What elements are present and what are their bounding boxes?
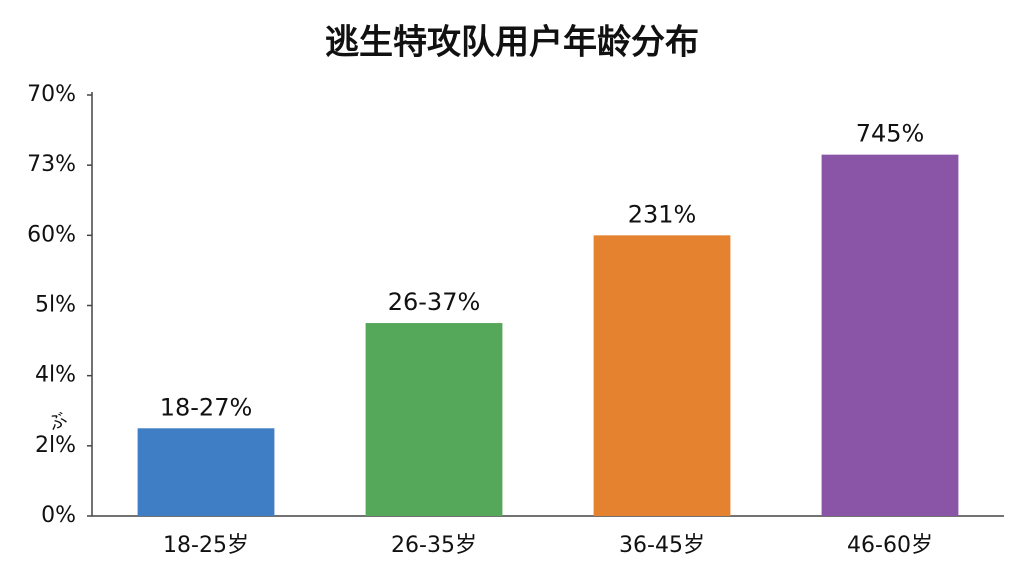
data-label: 18-27% [160,393,253,421]
x-tick-label: 18-25岁 [163,533,249,558]
bar [593,235,731,517]
bar [821,154,959,516]
y-tick-label: 60% [27,222,76,247]
data-label: 26-37% [388,288,481,316]
bar [137,428,275,516]
data-label: 231% [628,200,697,228]
y-tick-label: 70% [27,82,76,107]
annotation: ぶ [45,408,71,435]
x-tick-label: 46-60岁 [847,533,933,558]
y-tick-label: 4l% [35,363,76,388]
bar [365,323,503,516]
y-tick-label: 2l% [35,433,76,458]
y-tick-label: 5l% [35,293,76,318]
x-tick-label: 36-45岁 [619,533,705,558]
x-tick-label: 26-35岁 [391,533,477,558]
y-tick-label: 0% [41,503,76,528]
y-tick-label: 73% [27,152,76,177]
data-label: 745% [856,120,925,148]
chart-title: 逃生特攻队用户年龄分布 [325,23,699,63]
